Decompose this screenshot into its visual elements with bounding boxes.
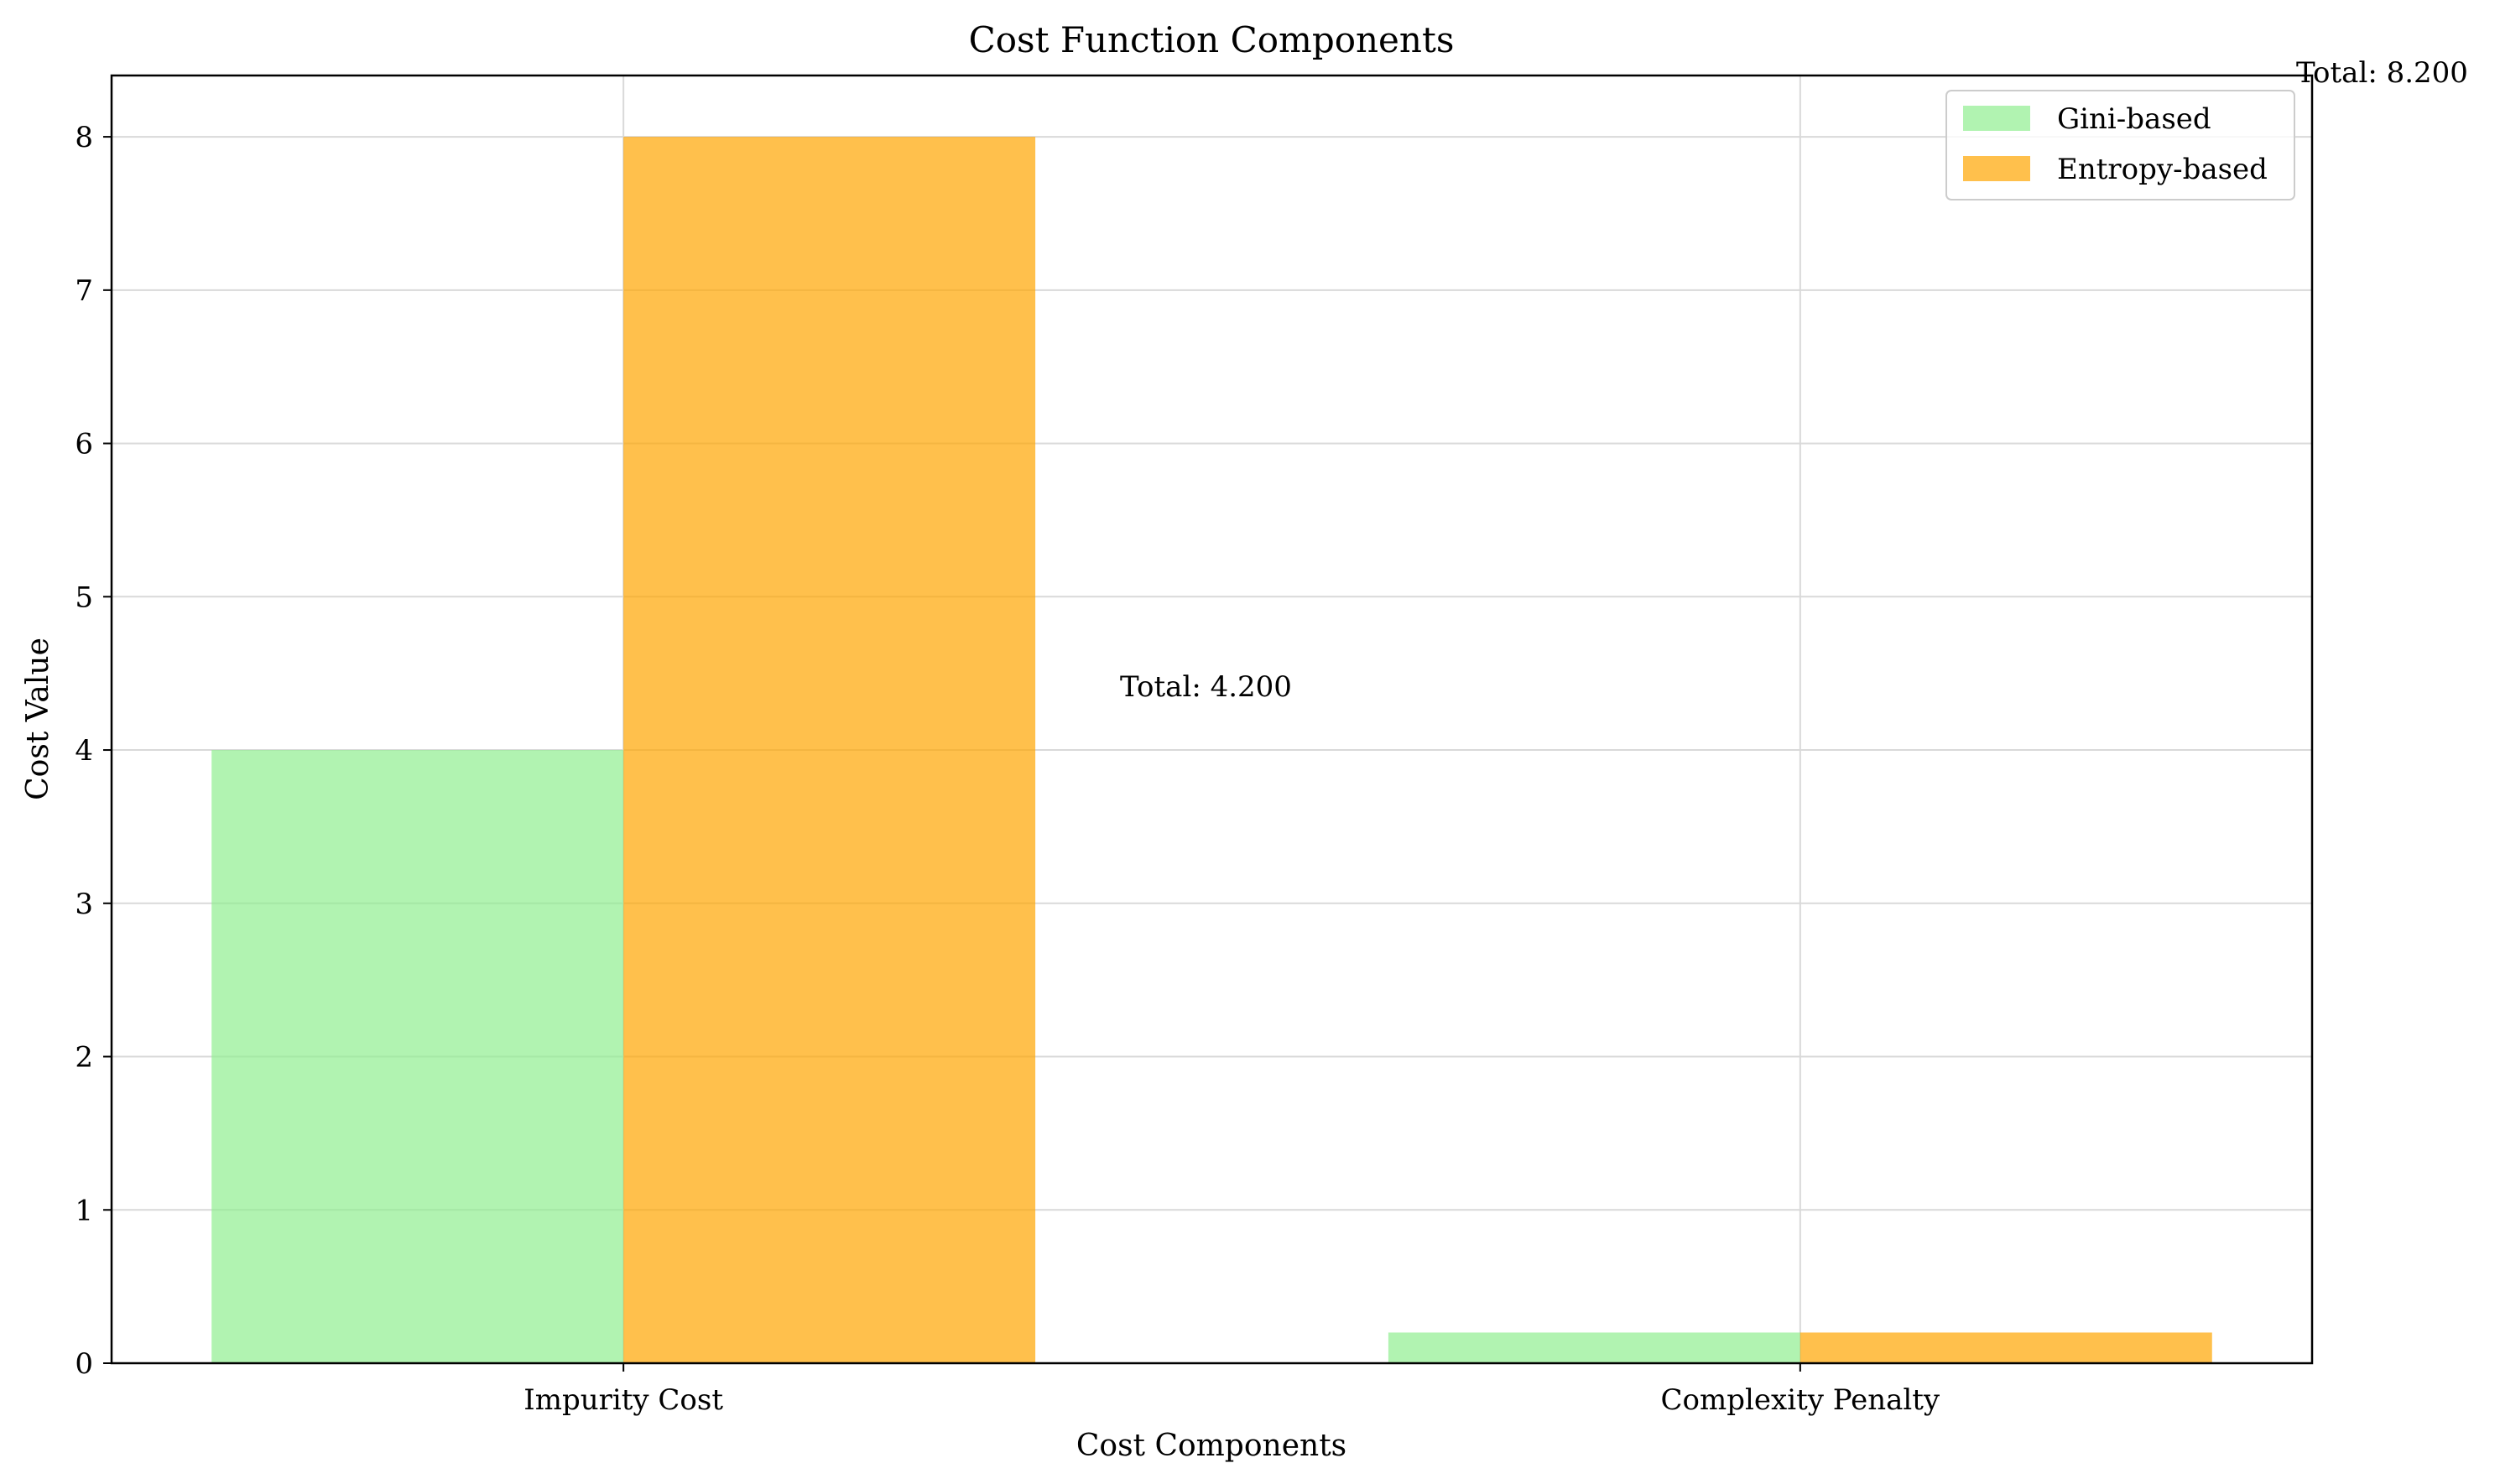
bar-gini-impurity xyxy=(211,750,624,1363)
legend: Gini-based Entropy-based xyxy=(1945,90,2295,200)
legend-label-entropy: Entropy-based xyxy=(2057,153,2268,186)
legend-swatch-entropy xyxy=(1963,156,2030,181)
legend-swatch-gini xyxy=(1963,106,2030,131)
y-tick-label: 8 xyxy=(75,121,93,154)
chart-title: Cost Function Components xyxy=(969,19,1455,60)
legend-box xyxy=(1945,90,2295,200)
ticks: 0 1 2 3 4 5 6 7 8 Impurity Cost Complexity Penalty xyxy=(75,121,1940,1417)
total-annotation-entropy: Total: 8.200 xyxy=(2296,56,2468,90)
x-tick-label: Complexity Penalty xyxy=(1661,1383,1940,1417)
y-tick-label: 0 xyxy=(75,1347,93,1381)
bar-gini-complexity xyxy=(1388,1332,1800,1363)
y-tick-label: 5 xyxy=(75,581,93,614)
x-axis-label: Cost Components xyxy=(1076,1429,1346,1463)
y-tick-label: 6 xyxy=(75,428,93,461)
y-tick-label: 2 xyxy=(75,1041,93,1075)
y-tick-label: 7 xyxy=(75,274,93,308)
y-axis-label: Cost Value xyxy=(21,638,55,800)
plot-frame xyxy=(110,74,2314,1365)
y-tick-label: 1 xyxy=(75,1194,93,1227)
y-tick-label: 4 xyxy=(75,734,93,768)
bars xyxy=(211,137,2212,1364)
legend-label-gini: Gini-based xyxy=(2057,102,2211,136)
total-annotation-gini: Total: 4.200 xyxy=(1120,670,1292,704)
bar-entropy-impurity xyxy=(623,137,1036,1364)
x-tick-label: Impurity Cost xyxy=(523,1383,723,1417)
y-tick-label: 3 xyxy=(75,888,93,921)
bar-entropy-complexity xyxy=(1799,1332,2212,1363)
